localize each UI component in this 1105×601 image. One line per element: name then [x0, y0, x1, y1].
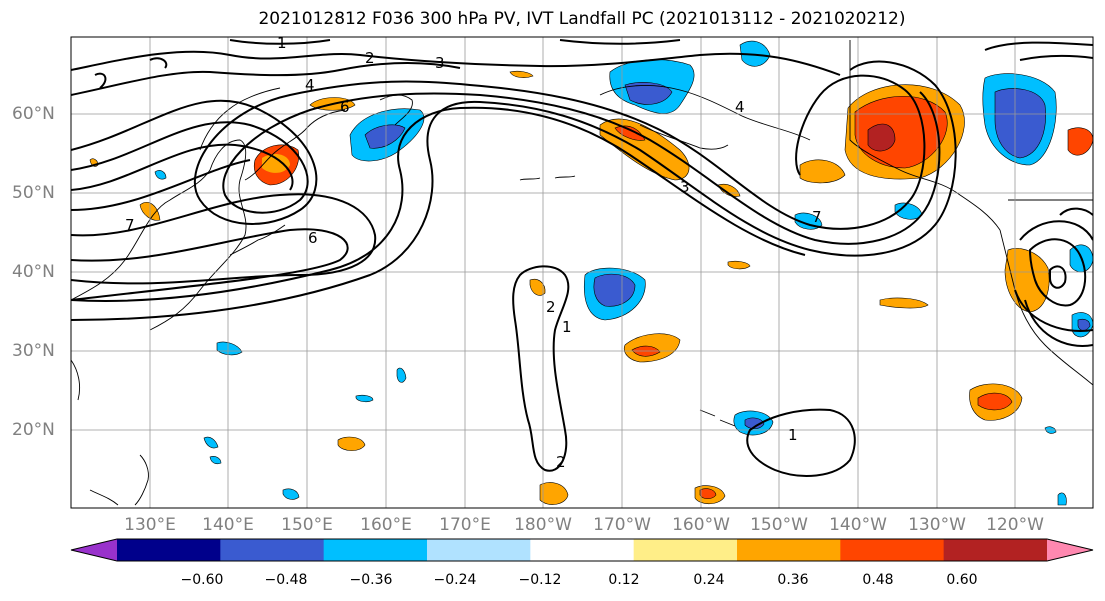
- svg-text:1: 1: [562, 318, 572, 336]
- lon-label-140w: 140°W: [829, 515, 887, 535]
- colorbar-tick-label: −0.12: [518, 572, 562, 588]
- svg-text:6: 6: [340, 98, 350, 116]
- svg-text:1: 1: [277, 34, 287, 52]
- svg-text:7: 7: [812, 208, 822, 226]
- lat-label-60n: 60°N: [12, 104, 55, 124]
- colorbar-tick-label: −0.48: [264, 572, 308, 588]
- lon-label-180w: 180°W: [514, 515, 572, 535]
- lat-label-50n: 50°N: [12, 183, 55, 203]
- colorbar-tick-label: 0.60: [946, 572, 978, 588]
- colorbar-tick-label: −0.60: [180, 572, 224, 588]
- coastlines: [71, 40, 1093, 506]
- colorbar-cell: [323, 539, 428, 561]
- svg-text:2: 2: [546, 298, 556, 316]
- lon-label-150w: 150°W: [750, 515, 808, 535]
- colorbar-tick-label: −0.36: [349, 572, 393, 588]
- colorbar-extend-low: [71, 539, 117, 561]
- colorbar-cell: [943, 539, 1048, 561]
- contour-labels: 1 2 3 4 6 7 1 2 3 4 6 7 1 2: [125, 34, 822, 471]
- colorbar-tick-label: −0.24: [433, 572, 477, 588]
- colorbar-cell: [117, 539, 221, 561]
- svg-text:4: 4: [735, 98, 745, 116]
- lon-label-130w: 130°W: [908, 515, 966, 535]
- colorbar-cell: [530, 539, 635, 561]
- svg-text:1: 1: [788, 426, 798, 444]
- lon-label-160w: 160°W: [672, 515, 730, 535]
- svg-text:2: 2: [556, 453, 566, 471]
- lat-label-20n: 20°N: [12, 420, 55, 440]
- lon-label-160e: 160°E: [360, 515, 412, 535]
- map-title: 2021012812 F036 300 hPa PV, IVT Landfall…: [258, 9, 906, 29]
- pv-contours: [71, 39, 1093, 477]
- colorbar-cell: [633, 539, 738, 561]
- lat-label-40n: 40°N: [12, 262, 55, 282]
- colorbar-cell: [427, 539, 531, 561]
- svg-text:3: 3: [435, 54, 445, 72]
- colorbar-tick-label: 0.24: [693, 572, 725, 588]
- lon-label-120w: 120°W: [986, 515, 1044, 535]
- lon-label-170e: 170°E: [439, 515, 491, 535]
- map-field: 1 2 3 4 6 7 1 2 3 4 6 7 1 2: [71, 34, 1093, 508]
- lon-label-150e: 150°E: [281, 515, 333, 535]
- svg-text:6: 6: [308, 229, 318, 247]
- colorbar-cell: [220, 539, 325, 561]
- colorbar: [70, 538, 1094, 562]
- svg-text:7: 7: [125, 216, 135, 234]
- colorbar-tick-label: 0.48: [862, 572, 894, 588]
- colorbar-tick-label: 0.36: [777, 572, 809, 588]
- lon-label-130e: 130°E: [124, 515, 176, 535]
- lon-label-170w: 170°W: [593, 515, 651, 535]
- map-frame: [70, 36, 1094, 509]
- svg-text:4: 4: [305, 76, 315, 94]
- colorbar-cells: [117, 539, 1048, 561]
- svg-text:2: 2: [365, 49, 375, 67]
- colorbar-cell: [840, 539, 945, 561]
- lat-label-30n: 30°N: [12, 341, 55, 361]
- lon-label-140e: 140°E: [202, 515, 254, 535]
- colorbar-cell: [737, 539, 841, 561]
- colorbar-extend-high: [1047, 539, 1093, 561]
- colorbar-tick-label: 0.12: [608, 572, 640, 588]
- svg-text:3: 3: [680, 178, 690, 196]
- positive-anomaly-regions: [89, 70, 1093, 505]
